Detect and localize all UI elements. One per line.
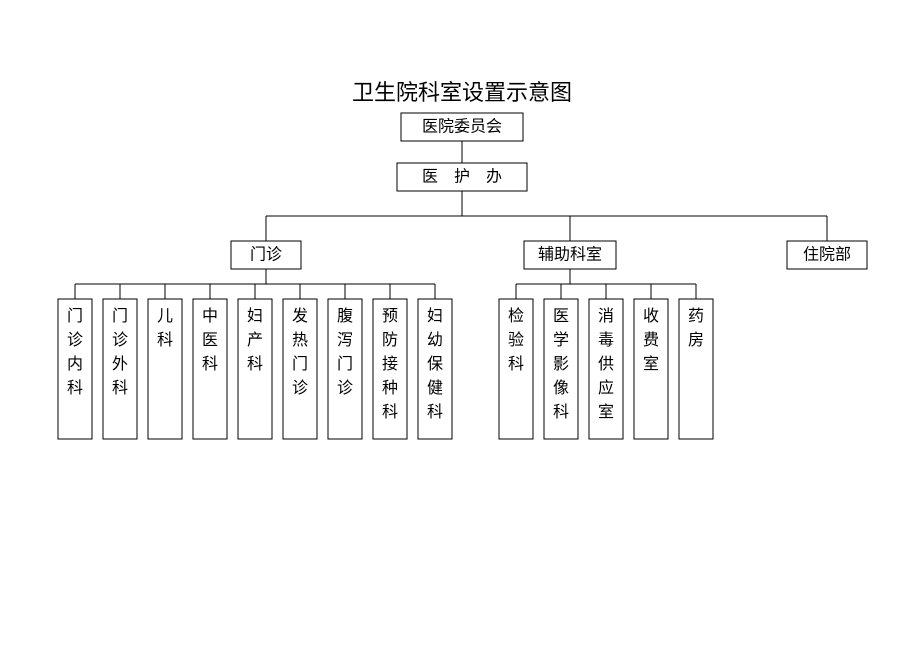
svg-text:妇: 妇 — [427, 307, 443, 325]
svg-text:检: 检 — [508, 307, 524, 325]
svg-text:诊: 诊 — [292, 379, 308, 397]
svg-text:科: 科 — [508, 355, 524, 373]
node-b3: 住院部 — [787, 241, 867, 269]
svg-text:外: 外 — [112, 355, 128, 373]
svg-text:科: 科 — [247, 355, 263, 373]
node-c1: 门诊内科门诊内科 — [0, 0, 92, 439]
svg-text:学: 学 — [553, 331, 569, 349]
svg-text:应: 应 — [598, 378, 614, 397]
svg-text:消: 消 — [598, 307, 614, 325]
svg-text:门: 门 — [337, 355, 353, 373]
svg-text:房: 房 — [688, 331, 704, 349]
svg-text:妇: 妇 — [247, 307, 263, 325]
svg-text:供: 供 — [598, 355, 614, 373]
svg-text:诊: 诊 — [67, 331, 83, 349]
svg-text:住院部: 住院部 — [803, 246, 851, 264]
node-root: 医院委员会 — [401, 113, 523, 141]
svg-text:科: 科 — [112, 379, 128, 397]
svg-text:像: 像 — [553, 379, 569, 397]
svg-text:毒: 毒 — [598, 331, 614, 349]
svg-text:科: 科 — [427, 403, 443, 421]
node-office: 医 护 办 — [397, 163, 527, 191]
svg-text:幼: 幼 — [427, 331, 443, 349]
svg-text:门: 门 — [292, 355, 308, 373]
svg-text:泻: 泻 — [337, 331, 353, 349]
org-chart: 卫生院科室设置示意图医院委员会医 护 办门诊辅助科室住院部门诊内科门诊内科门诊外… — [0, 0, 920, 651]
svg-text:发: 发 — [292, 307, 308, 325]
svg-text:医: 医 — [553, 308, 569, 325]
svg-text:种: 种 — [382, 379, 398, 397]
svg-text:接: 接 — [382, 355, 398, 373]
svg-text:产: 产 — [247, 331, 263, 349]
svg-text:影: 影 — [553, 355, 569, 373]
svg-text:健: 健 — [427, 379, 443, 397]
node-b2: 辅助科室 — [524, 241, 616, 269]
svg-text:儿: 儿 — [157, 307, 173, 325]
svg-text:室: 室 — [643, 355, 659, 373]
svg-text:科: 科 — [382, 403, 398, 421]
svg-text:门: 门 — [67, 307, 83, 325]
svg-text:门: 门 — [112, 307, 128, 325]
svg-text:中: 中 — [202, 307, 218, 325]
svg-text:验: 验 — [508, 331, 524, 349]
svg-text:医: 医 — [202, 332, 218, 349]
svg-text:室: 室 — [598, 403, 614, 421]
svg-text:内: 内 — [67, 355, 83, 373]
svg-text:费: 费 — [643, 331, 659, 349]
svg-text:药: 药 — [688, 307, 704, 325]
svg-text:医院委员会: 医院委员会 — [422, 118, 502, 136]
svg-text:收: 收 — [643, 307, 659, 325]
svg-text:门诊: 门诊 — [250, 246, 282, 264]
chart-title: 卫生院科室设置示意图 — [352, 80, 572, 105]
svg-text:防: 防 — [382, 331, 398, 349]
svg-text:保: 保 — [427, 355, 443, 373]
svg-text:医 护 办: 医 护 办 — [422, 168, 502, 186]
svg-text:热: 热 — [292, 331, 308, 349]
svg-text:科: 科 — [553, 403, 569, 421]
svg-text:科: 科 — [202, 355, 218, 373]
svg-text:诊: 诊 — [112, 331, 128, 349]
svg-text:辅助科室: 辅助科室 — [538, 246, 602, 264]
svg-text:腹: 腹 — [337, 307, 353, 325]
svg-text:预: 预 — [382, 307, 398, 325]
svg-text:科: 科 — [157, 331, 173, 349]
node-b1: 门诊 — [231, 241, 301, 269]
svg-text:科: 科 — [67, 379, 83, 397]
svg-text:诊: 诊 — [337, 379, 353, 397]
